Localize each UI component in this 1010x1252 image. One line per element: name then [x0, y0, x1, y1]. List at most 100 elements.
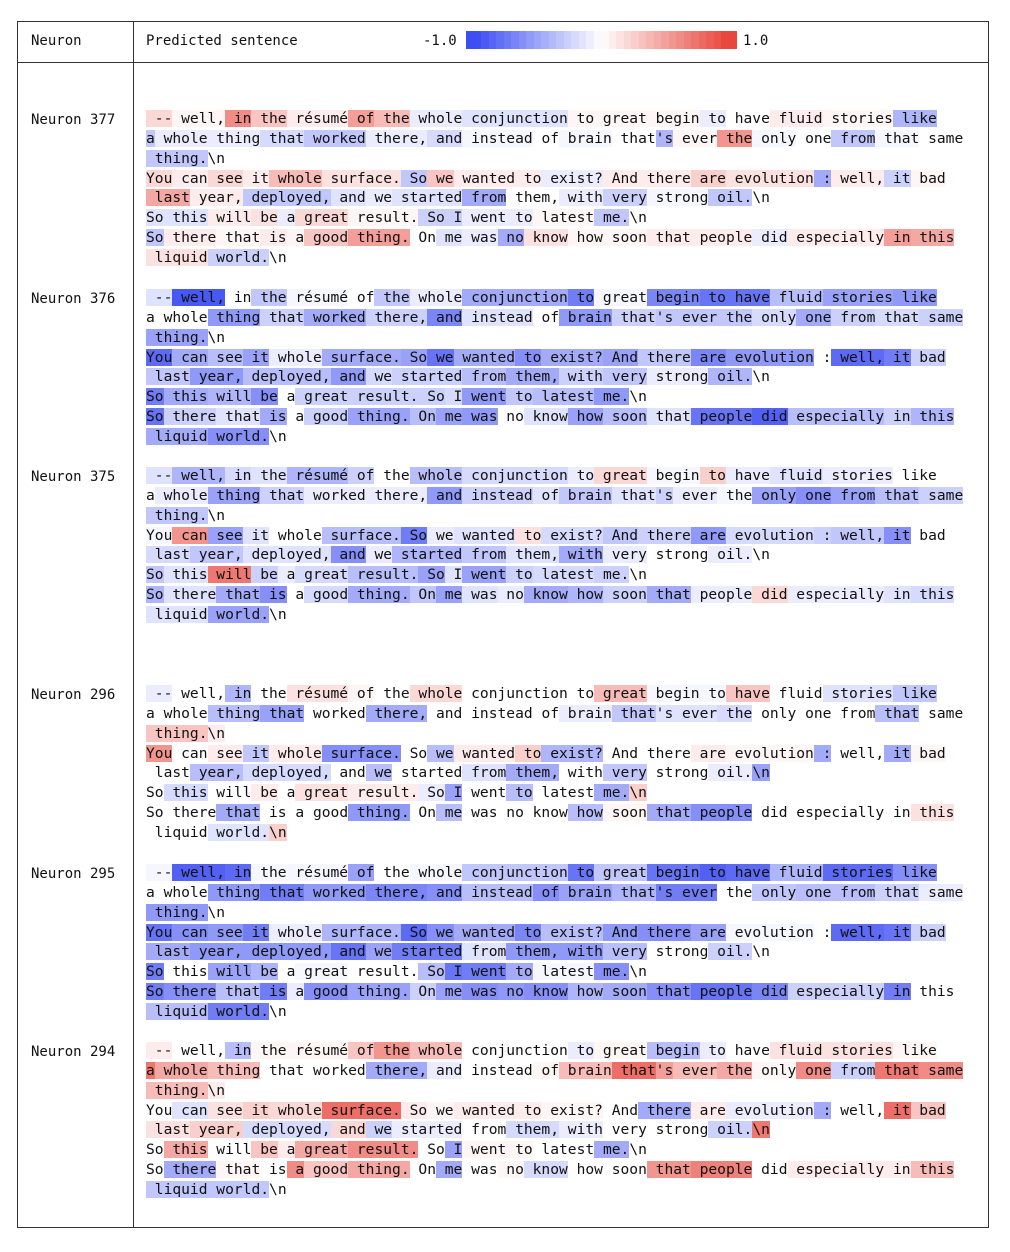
token: in	[884, 229, 911, 247]
token: that	[875, 129, 920, 147]
token: and	[330, 546, 366, 564]
token: from	[831, 486, 876, 504]
token: that	[216, 1161, 261, 1179]
token: in	[884, 1161, 911, 1179]
sentence-line: You can see it whole surface. So we want…	[146, 923, 986, 943]
token: conjunction	[462, 110, 568, 127]
token: 's	[655, 486, 674, 504]
token: a	[277, 1141, 296, 1159]
token: there	[163, 1161, 217, 1179]
token: --	[146, 467, 173, 484]
predicted-sentence: -- well, in the résumé of the whole conj…	[146, 863, 986, 1022]
token: whole	[269, 169, 322, 187]
token: good	[304, 983, 349, 1001]
token: was	[462, 804, 498, 822]
token: to	[515, 744, 542, 762]
token: liquid	[146, 1180, 208, 1198]
token: the	[251, 467, 287, 484]
token: surface.	[321, 348, 401, 366]
token: You	[146, 526, 173, 544]
token: ever	[673, 486, 718, 504]
sentence-line: a whole thing that worked there, and ins…	[146, 704, 986, 724]
token: this	[910, 804, 955, 822]
token: wanted	[453, 1101, 516, 1119]
token: liquid	[146, 823, 208, 841]
token: surface.	[321, 744, 401, 762]
color-scale-segment	[608, 31, 617, 49]
token: thing.	[146, 149, 208, 167]
token: me	[435, 804, 463, 822]
token: only	[752, 1061, 797, 1079]
token: will	[207, 209, 252, 227]
token: worked	[304, 704, 366, 722]
token: to	[515, 348, 542, 366]
token: thing.	[348, 408, 410, 426]
token: \n	[752, 189, 770, 207]
token: no	[497, 408, 524, 426]
token: the	[374, 685, 410, 702]
token: went	[462, 784, 507, 802]
token: the	[374, 110, 410, 127]
token: in	[884, 804, 911, 822]
token: to	[567, 289, 595, 306]
token: people	[690, 229, 753, 247]
token: started	[392, 546, 463, 564]
column-divider	[133, 21, 134, 1228]
token: year,	[189, 546, 243, 564]
token: great	[295, 209, 349, 227]
token: And	[602, 744, 639, 762]
token: like	[892, 685, 937, 702]
token: So	[418, 388, 445, 406]
token: there	[638, 348, 691, 366]
token: good	[304, 804, 349, 822]
token: know	[523, 804, 568, 822]
token: a	[146, 883, 155, 901]
token: great	[295, 784, 349, 802]
token: On	[409, 229, 436, 247]
sentence-line: thing.\n	[146, 506, 986, 526]
token: --	[146, 864, 173, 881]
sentence-line: -- well, in the résumé of the whole conj…	[146, 109, 986, 129]
token: thing	[207, 308, 261, 326]
sentence-line: a whole thing that worked there, and ins…	[146, 308, 986, 328]
token: there	[638, 923, 691, 941]
token: that	[875, 308, 920, 326]
token: the	[251, 864, 287, 881]
token: with	[559, 546, 603, 564]
sentence-line: -- well, in the résumé of the whole conj…	[146, 466, 986, 486]
token: to	[567, 110, 595, 127]
color-scale-segment	[511, 31, 520, 49]
token: So	[146, 804, 164, 822]
token: begin	[646, 685, 700, 702]
token: So	[146, 388, 164, 406]
token: are	[690, 526, 726, 544]
sentence-line: So this will be a great result. So I wen…	[146, 1140, 986, 1160]
token: thing.	[348, 586, 410, 604]
token: was	[462, 1161, 498, 1179]
token: exist?	[541, 744, 603, 762]
token: deployed,	[242, 1121, 331, 1139]
sentence-line: liquid world.\n	[146, 605, 986, 625]
scale-min-label: -1.0	[423, 33, 457, 49]
token: them,	[506, 943, 559, 961]
token: have	[725, 685, 770, 702]
token: a	[286, 804, 305, 822]
sentence-line: So there that is a good thing. On me was…	[146, 407, 986, 427]
token: thing.	[146, 724, 208, 742]
token: \n	[269, 1002, 287, 1020]
token: And	[602, 923, 639, 941]
token: \n	[752, 764, 770, 782]
token: bad	[910, 744, 946, 762]
token: we	[365, 764, 393, 782]
color-scale-segment	[638, 31, 647, 49]
sentence-line: last year, deployed, and we started from…	[146, 763, 986, 783]
token: that	[216, 804, 261, 822]
token: with	[559, 368, 603, 386]
token: whole	[269, 744, 322, 762]
token: liquid	[146, 605, 208, 623]
token: whole	[269, 526, 322, 544]
token: and	[427, 883, 463, 901]
token: On	[409, 408, 436, 426]
token: last	[146, 546, 190, 564]
token: bad	[910, 923, 946, 941]
